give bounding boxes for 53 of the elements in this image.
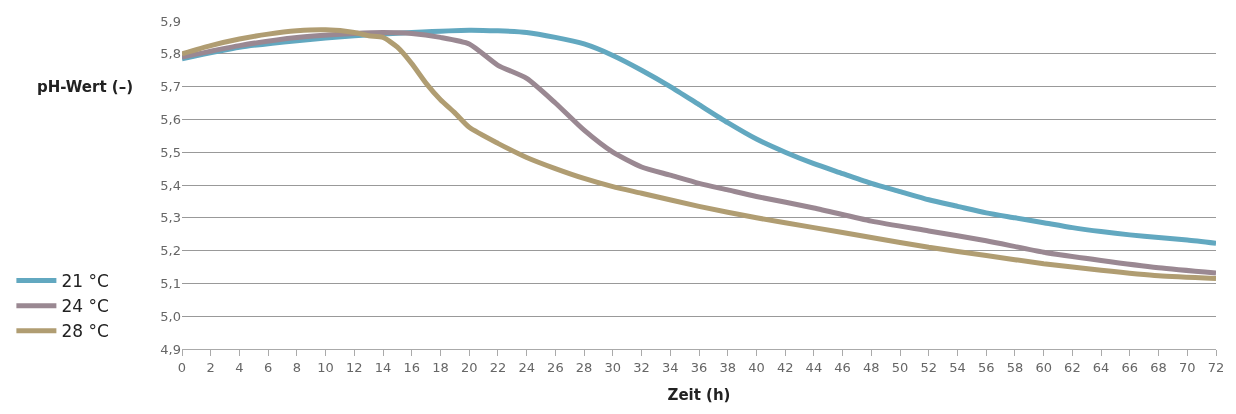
x-tick-label: 26 xyxy=(547,359,564,375)
y-tick-label: 5,9 xyxy=(160,13,181,29)
y-tick-label: 5,6 xyxy=(160,111,181,127)
x-tick-label: 2 xyxy=(206,359,215,375)
x-tick-label: 46 xyxy=(834,359,851,375)
x-tick-label: 18 xyxy=(432,359,449,375)
x-tick-label: 10 xyxy=(317,359,334,375)
x-tick-label: 64 xyxy=(1092,359,1110,375)
y-tick-label: 5,5 xyxy=(160,144,181,160)
x-tick-label: 20 xyxy=(460,359,478,375)
legend-label: 24 °C xyxy=(61,296,109,317)
y-tick-label: 5,3 xyxy=(160,210,181,226)
x-tick-label: 54 xyxy=(949,359,966,375)
x-tick-label: 14 xyxy=(374,359,392,375)
x-tick-label: 8 xyxy=(292,359,302,375)
x-tick-label: 22 xyxy=(489,359,507,375)
x-tick-label: 4 xyxy=(235,359,244,375)
x-tick-label: 52 xyxy=(920,359,938,375)
y-tick-label: 5,1 xyxy=(160,275,181,291)
x-tick-label: 60 xyxy=(1035,359,1052,375)
legend-label: 21 °C xyxy=(61,271,109,292)
y-tick-label: 5,7 xyxy=(160,79,181,95)
x-tick-label: 24 xyxy=(518,359,535,375)
x-tick-label: 16 xyxy=(403,359,421,375)
x-tick-label: 32 xyxy=(633,359,650,375)
x-tick-label: 28 xyxy=(575,359,593,375)
x-tick-label: 58 xyxy=(1006,359,1024,375)
y-tick-label: 5,4 xyxy=(160,177,181,193)
x-tick-label: 70 xyxy=(1179,359,1196,375)
x-tick-label: 36 xyxy=(690,359,708,375)
y-tick-label: 5,8 xyxy=(160,46,181,62)
x-tick-label: 42 xyxy=(776,359,794,375)
x-tick-label: 12 xyxy=(346,359,363,375)
x-tick-label: 6 xyxy=(264,359,273,375)
x-tick-label: 56 xyxy=(977,359,995,375)
y-axis-title: pH-Wert (–) xyxy=(37,78,134,96)
x-tick-label: 44 xyxy=(805,359,823,375)
x-tick-label: 34 xyxy=(662,359,679,375)
x-tick-label: 40 xyxy=(748,359,765,375)
x-tick-label: 38 xyxy=(719,359,736,375)
x-axis-title: Zeit (h) xyxy=(667,385,731,404)
y-tick-label: 4,9 xyxy=(160,341,181,357)
x-tick-label: 48 xyxy=(863,359,880,375)
y-tick-label: 5,0 xyxy=(160,308,181,324)
x-tick-label: 72 xyxy=(1207,359,1225,375)
x-tick-label: 50 xyxy=(891,359,909,375)
x-tick-label: 66 xyxy=(1121,359,1139,375)
x-tick-label: 0 xyxy=(177,359,187,375)
x-tick-label: 68 xyxy=(1150,359,1167,375)
legend-label: 28 °C xyxy=(61,321,109,342)
x-tick-label: 62 xyxy=(1064,359,1081,375)
x-tick-label: 30 xyxy=(604,359,622,375)
y-tick-label: 5,2 xyxy=(160,243,181,259)
